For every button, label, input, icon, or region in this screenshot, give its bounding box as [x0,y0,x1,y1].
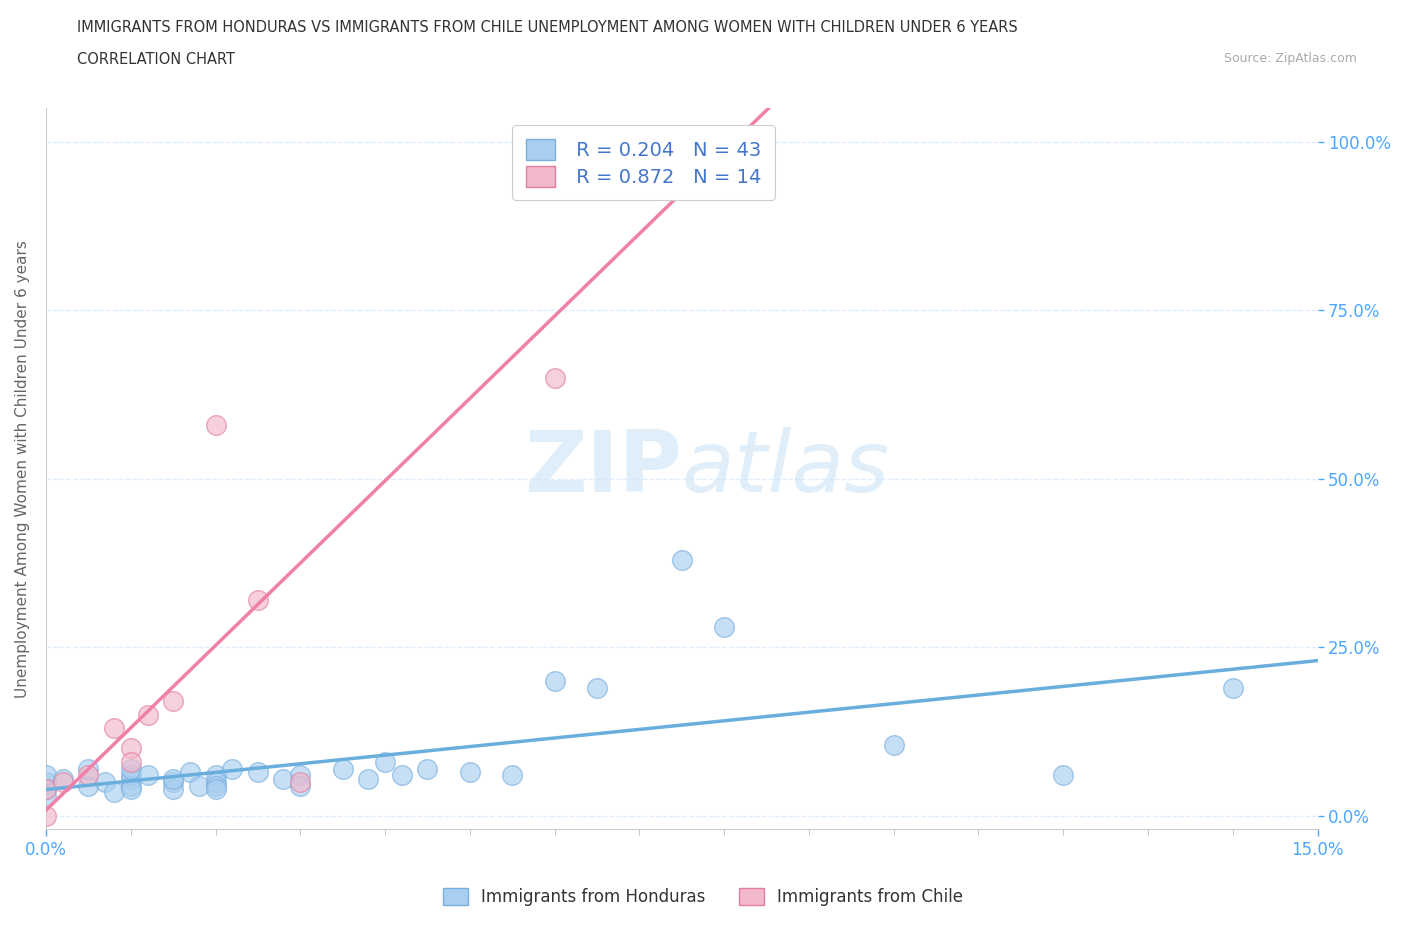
Point [501,768,523,783]
Text: atlas: atlas [682,427,890,511]
Point [136,768,159,783]
Point [1222,681,1244,696]
Point [120,741,142,756]
Point [120,768,142,783]
Y-axis label: Unemployment Among Women with Children Under 6 years: Unemployment Among Women with Children U… [15,240,30,698]
Point [586,681,609,696]
Point [35,775,58,790]
Point [628,134,651,149]
Point [246,764,269,779]
Point [35,808,58,823]
Point [204,778,226,793]
Point [204,775,226,790]
Point [204,768,226,783]
Point [187,778,209,793]
Point [416,762,439,777]
Text: Source: ZipAtlas.com: Source: ZipAtlas.com [1223,52,1357,65]
Point [713,619,735,634]
Point [671,552,693,567]
Point [103,721,125,736]
Point [1052,768,1074,783]
Point [374,754,396,769]
Point [120,781,142,796]
Point [290,775,312,790]
Point [35,789,58,804]
Point [290,768,312,783]
Legend:  R = 0.204   N = 43,  R = 0.872   N = 14: R = 0.204 N = 43, R = 0.872 N = 14 [512,125,775,200]
Point [77,762,100,777]
Point [543,673,565,688]
Point [94,775,117,790]
Point [77,778,100,793]
Point [77,768,100,783]
Text: IMMIGRANTS FROM HONDURAS VS IMMIGRANTS FROM CHILE UNEMPLOYMENT AMONG WOMEN WITH : IMMIGRANTS FROM HONDURAS VS IMMIGRANTS F… [77,20,1018,35]
Point [458,764,481,779]
Point [357,771,380,786]
Point [52,771,75,786]
Legend: Immigrants from Honduras, Immigrants from Chile: Immigrants from Honduras, Immigrants fro… [436,881,970,912]
Point [35,781,58,796]
Point [162,771,184,786]
Point [273,771,295,786]
Point [883,737,905,752]
Point [162,694,184,709]
Point [120,754,142,769]
Point [35,768,58,783]
Point [52,775,75,790]
Point [221,762,243,777]
Point [332,762,354,777]
Point [204,418,226,432]
Point [179,764,201,779]
Point [120,762,142,777]
Point [246,592,269,607]
Point [204,781,226,796]
Point [391,768,413,783]
Point [162,775,184,790]
Point [103,785,125,800]
Point [35,781,58,796]
Point [290,778,312,793]
Text: CORRELATION CHART: CORRELATION CHART [77,52,235,67]
Point [120,771,142,786]
Point [136,708,159,723]
Point [162,781,184,796]
Point [120,778,142,793]
Text: ZIP: ZIP [524,427,682,511]
Point [543,370,565,385]
